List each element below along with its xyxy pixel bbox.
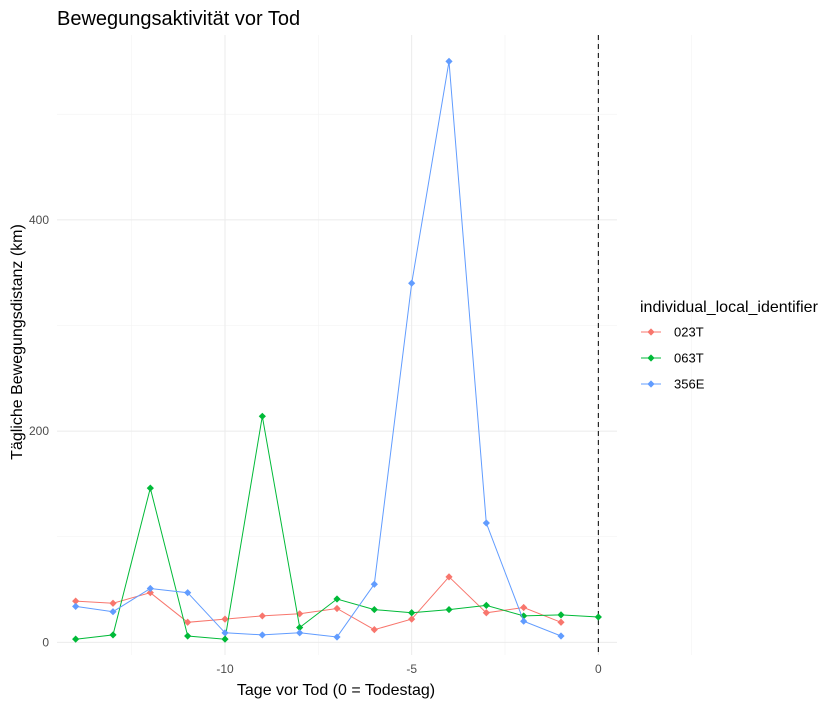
data-point-356E [333, 633, 341, 641]
data-point-356E [557, 632, 565, 640]
series-356E [72, 57, 565, 641]
y-tick-label: 400 [29, 213, 49, 227]
series-line-023T [75, 576, 562, 631]
legend-label: 356E [674, 377, 705, 392]
data-point-023T [72, 597, 80, 605]
legend-label: 063T [674, 351, 704, 366]
data-point-356E [146, 584, 154, 593]
x-tick-label: -5 [406, 662, 417, 676]
data-point-063T [221, 635, 229, 643]
legend-item-063T: 063T [641, 351, 704, 366]
data-point-063T [258, 412, 266, 420]
data-point-023T [482, 609, 490, 617]
data-point-023T [221, 615, 229, 623]
data-point-023T [445, 573, 453, 581]
legend-title: individual_local_identifier [640, 299, 819, 316]
data-point-063T [333, 595, 341, 603]
legend-key-marker [647, 328, 655, 336]
y-tick-label: 200 [29, 424, 49, 438]
data-point-023T [557, 618, 565, 626]
data-point-023T [333, 604, 341, 613]
grid [57, 35, 693, 655]
y-tick-label: 0 [42, 635, 49, 649]
data-point-063T [594, 613, 602, 621]
data-point-356E [258, 631, 266, 639]
data-point-023T [109, 599, 117, 607]
series-023T [72, 573, 565, 634]
data-point-356E [221, 629, 229, 637]
chart-title: Bewegungsaktivität vor Tod [57, 8, 300, 30]
legend-item-023T: 023T [641, 325, 704, 340]
data-point-356E [184, 589, 192, 597]
data-point-023T [146, 589, 154, 597]
data-point-063T [408, 609, 416, 617]
data-point-063T [146, 484, 154, 492]
series-063T [72, 412, 602, 643]
legend-key-marker [647, 354, 655, 362]
series-line-356E [75, 61, 562, 638]
data-point-063T [370, 605, 378, 614]
x-tick-labels: -10 -5 0 [216, 662, 602, 676]
data-point-023T [370, 626, 378, 634]
data-point-063T [520, 612, 528, 620]
data-point-356E [72, 602, 80, 611]
legend-label: 023T [674, 325, 704, 340]
data-point-063T [184, 632, 192, 640]
data-point-063T [482, 601, 490, 609]
data-point-063T [109, 631, 117, 639]
x-tick-label: 0 [595, 662, 602, 676]
data-point-063T [296, 623, 304, 632]
data-point-356E [445, 57, 453, 66]
data-point-356E [408, 279, 416, 287]
data-point-023T [408, 615, 416, 623]
legend-key-marker [647, 380, 655, 388]
y-axis-title: Tägliche Bewegungsdistanz (km) [9, 224, 26, 460]
legend: individual_local_identifier 023T 063T 356E [640, 299, 819, 392]
x-tick-label: -10 [216, 662, 234, 676]
data-point-356E [109, 608, 117, 616]
data-point-063T [557, 611, 565, 619]
y-tick-labels: 0 200 400 [29, 213, 49, 649]
data-point-356E [482, 519, 490, 527]
data-point-023T [520, 603, 528, 612]
series-layer [72, 57, 602, 643]
data-point-023T [258, 612, 266, 620]
x-axis-title: Tage vor Tod (0 = Todestag) [237, 682, 435, 699]
data-point-356E [520, 617, 528, 625]
data-point-023T [184, 618, 192, 626]
data-point-063T [445, 605, 453, 614]
data-point-356E [370, 580, 378, 588]
data-point-356E [296, 629, 304, 637]
legend-item-356E: 356E [641, 377, 705, 392]
data-point-063T [72, 635, 80, 643]
